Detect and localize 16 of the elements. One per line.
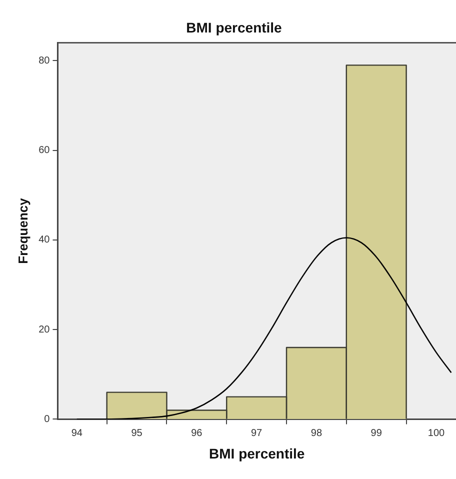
y-tick-label: 40 xyxy=(38,234,50,246)
y-tick-label: 0 xyxy=(44,414,50,425)
line-series xyxy=(76,237,452,420)
x-tick-label: 96 xyxy=(191,428,203,439)
x-tick-label: 100 xyxy=(428,428,446,439)
x-tick-label: 95 xyxy=(131,428,143,439)
y-tick-label: 80 xyxy=(38,55,50,66)
chart-title: BMI percentile xyxy=(186,19,282,36)
y-tick-label: 60 xyxy=(38,145,50,156)
x-tick-label: 99 xyxy=(370,428,382,439)
y-tick-label: 20 xyxy=(38,324,50,336)
x-tick-label: 94 xyxy=(71,428,83,439)
x-tick-label: 98 xyxy=(310,428,322,439)
x-axis-title: BMI percentile xyxy=(209,445,305,462)
x-tick-label: 97 xyxy=(251,428,263,439)
y-axis-title: Frequency xyxy=(15,197,30,264)
